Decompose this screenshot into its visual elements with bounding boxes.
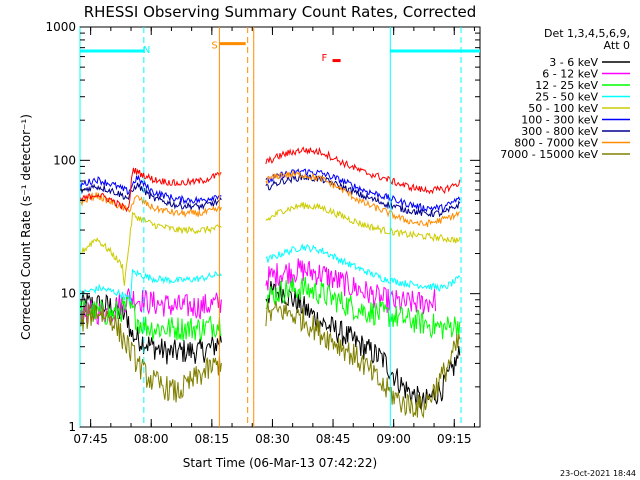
legend-label-12-25-kev: 12 - 25 keV <box>535 79 598 92</box>
legend-label-800-7000-kev: 800 - 7000 keV <box>514 137 598 150</box>
series-line-12-25-kev <box>79 276 461 342</box>
series-50-100-kev <box>79 201 461 286</box>
timestamp-stamp: 23-Oct-2021 18:44 <box>560 469 636 478</box>
legend-label-6-12-kev: 6 - 12 keV <box>542 68 598 81</box>
legend-item-25-50-kev: 25 - 50 keV <box>535 91 630 104</box>
x-tick-label-09-00: 09:00 <box>376 432 411 446</box>
series-800-7000-kev <box>79 169 461 228</box>
y-axis-label: Corrected Count Rate (s⁻¹ detector⁻¹) <box>19 114 33 340</box>
x-tick-label-09-15: 09:15 <box>437 432 472 446</box>
legend-header-1: Att 0 <box>604 39 630 52</box>
y-tick-label-1000: 1000 <box>45 20 76 34</box>
legend-item-50-100-kev: 50 - 100 keV <box>528 102 630 115</box>
series-3-6-kev-count-rate-a <box>79 146 461 213</box>
series-6-12-kev <box>79 258 437 327</box>
series-line-3-6-kev-count-rate-a <box>79 146 461 213</box>
legend-item-3-6-kev: 3 - 6 keV <box>549 56 630 69</box>
series-line-25-50-kev <box>79 242 461 303</box>
series-12-25-kev <box>79 276 461 342</box>
legend-header-0: Det 1,3,4,5,6,9, <box>544 27 630 40</box>
series-line-800-7000-kev <box>79 169 461 228</box>
flag-layer: N S F <box>80 40 480 64</box>
series-line-50-100-kev <box>79 201 461 286</box>
legend-label-7000-15000-kev: 7000 - 15000 keV <box>500 148 598 161</box>
x-axis-label: Start Time (06-Mar-13 07:42:22) <box>183 456 377 470</box>
flag-label-s: S <box>211 40 217 51</box>
x-tick-label-08-45: 08:45 <box>316 432 351 446</box>
vertical-line-layer <box>79 27 462 427</box>
legend-label-100-300-kev: 100 - 300 keV <box>521 114 598 127</box>
series-line-300-800-kev <box>79 172 461 218</box>
chart-title: RHESSI Observing Summary Count Rates, Co… <box>84 3 477 21</box>
legend-item-6-12-kev: 6 - 12 keV <box>542 68 630 81</box>
y-axis: 1 10 100 1000 <box>45 20 480 434</box>
series-7000-15000-kev <box>79 301 461 419</box>
legend-item-7000-15000-kev: 7000 - 15000 keV <box>500 148 630 161</box>
legend-label-300-800-kev: 300 - 800 keV <box>521 125 598 138</box>
legend-label-50-100-kev: 50 - 100 keV <box>528 102 598 115</box>
flag-label-n: N <box>143 45 150 56</box>
series-100-300-kev <box>79 168 461 213</box>
x-tick-label-07-45: 07:45 <box>73 432 108 446</box>
x-axis: 07:45 08:00 08:15 08:30 08:45 09:00 09:15 <box>73 27 475 446</box>
legend-label-25-50-kev: 25 - 50 keV <box>535 91 598 104</box>
flag-label-f: F <box>322 53 328 64</box>
y-tick-label-100: 100 <box>53 153 76 167</box>
legend-label-3-6-kev: 3 - 6 keV <box>549 56 598 69</box>
series-300-800-kev <box>79 172 461 218</box>
x-tick-label-08-15: 08:15 <box>195 432 230 446</box>
legend-item-800-7000-kev: 800 - 7000 keV <box>514 137 630 150</box>
series-line-7000-15000-kev <box>79 301 461 419</box>
series-layer <box>79 146 461 419</box>
y-tick-label-10: 10 <box>61 287 76 301</box>
legend-item-100-300-kev: 100 - 300 keV <box>521 114 630 127</box>
legend-item-300-800-kev: 300 - 800 keV <box>521 125 630 138</box>
y-tick-label-1: 1 <box>68 420 76 434</box>
series-line-6-12-kev <box>79 258 437 327</box>
legend-item-12-25-kev: 12 - 25 keV <box>535 79 630 92</box>
series-line-3-6-kev <box>79 281 461 412</box>
plot-area: N S F <box>79 26 481 428</box>
series-3-6-kev <box>79 281 461 412</box>
x-tick-label-08-30: 08:30 <box>255 432 290 446</box>
series-25-50-kev <box>79 242 461 303</box>
x-tick-label-08-00: 08:00 <box>134 432 169 446</box>
series-line-100-300-kev <box>79 168 461 213</box>
